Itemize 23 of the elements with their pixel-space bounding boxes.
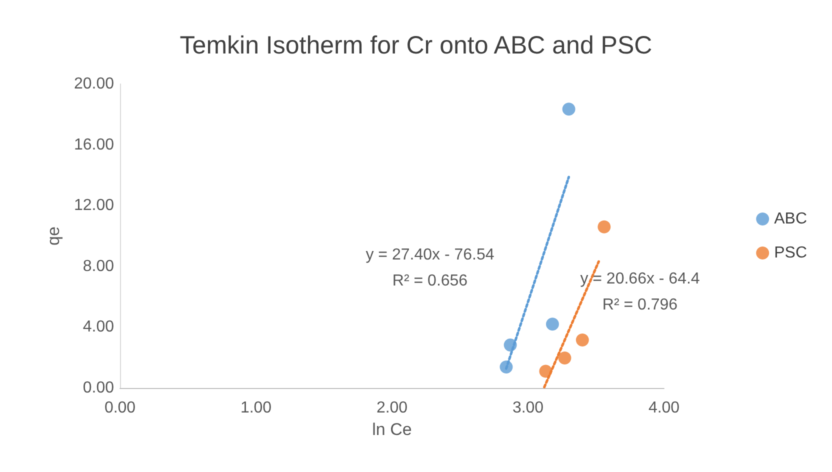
x-tick-label: 4.00 [648,400,680,416]
x-axis-title: ln Ce [372,420,412,439]
y-tick-label: 16.00 [74,136,114,154]
point [598,220,611,234]
point [562,102,576,116]
annotation: y = 27.40x - 76.54 R² = 0.656 [366,246,494,290]
point [558,352,572,365]
x-tick-label: 1.00 [240,400,272,416]
y-tick-label: 20.00 [74,76,114,92]
y-tick-label: 4.00 [82,318,114,336]
annotation: y = 20.66x - 64.4 R² = 0.796 [580,270,700,314]
chart-title: Temkin Isotherm for Cr onto ABC and PSC [180,32,652,60]
point [546,318,559,331]
y-axis-title: qe [44,226,63,246]
legend-label: PSC [774,244,808,262]
x-tick-label: 2.00 [376,400,408,416]
y-tick-label: 12.00 [74,197,114,214]
x-tick-label: 0.00 [104,400,136,416]
point [576,333,589,346]
legend-label: ABC [774,210,808,228]
y-tick-label: 8.00 [82,258,114,275]
y-tick-label: 0.00 [82,380,114,396]
x-tick-label: 3.00 [512,400,544,416]
